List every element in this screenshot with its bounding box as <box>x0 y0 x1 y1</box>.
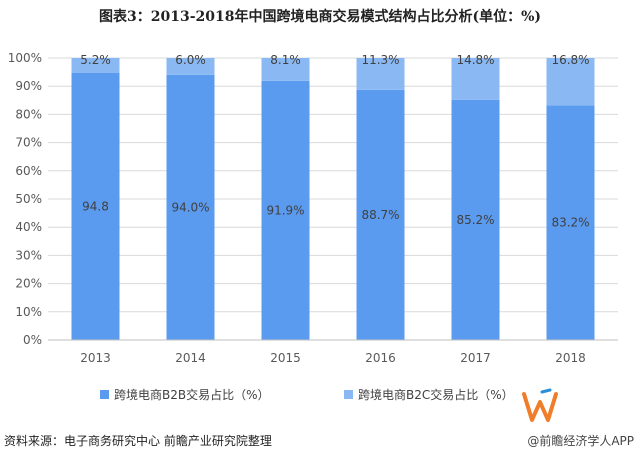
data-label-b2b: 94.0% <box>171 200 209 214</box>
bar-b2b <box>261 80 310 340</box>
legend-label: 跨境电商B2B交易占比（%） <box>114 387 270 402</box>
y-tick-label: 20% <box>15 277 42 291</box>
data-label-b2c: 11.3% <box>361 53 399 67</box>
bar-b2b <box>546 105 595 340</box>
y-tick-label: 100% <box>8 51 42 65</box>
x-tick-label: 2015 <box>270 351 301 365</box>
gridlines <box>48 57 618 313</box>
y-tick-label: 0% <box>23 333 42 347</box>
bar-b2c <box>261 58 310 81</box>
y-tick-label: 40% <box>15 220 42 234</box>
bar-b2c <box>71 58 120 73</box>
bar-b2b <box>451 99 500 341</box>
data-label-b2b: 94.8 <box>82 199 109 213</box>
x-tick-label: 2014 <box>175 351 206 365</box>
watermark-logo-icon <box>522 388 558 422</box>
data-labels: 94.8 5.2% 94.0% 6.0% 91.9% 8.1% 88.7% 11.3% 85.2… <box>80 53 589 230</box>
legend-label: 跨境电商B2C交易占比（%） <box>358 387 514 402</box>
y-tick-label: 80% <box>15 107 42 121</box>
x-axis: 2013 2014 2015 2016 2017 2018 <box>48 339 618 365</box>
brand-credit: @前瞻经济学人APP <box>527 434 634 448</box>
legend-swatch <box>344 390 353 399</box>
y-tick-label: 60% <box>15 164 42 178</box>
bars <box>71 58 595 341</box>
x-tick-label: 2013 <box>80 351 111 365</box>
bar-b2b <box>166 74 215 341</box>
bar-b2c <box>546 58 595 106</box>
y-tick-label: 90% <box>15 79 42 93</box>
data-label-b2b: 83.2% <box>551 216 589 230</box>
bar-b2c <box>166 58 215 75</box>
bar-b2c <box>451 58 500 100</box>
data-label-b2c: 6.0% <box>175 53 206 67</box>
legend-swatch <box>100 390 109 399</box>
source-note: 资料来源：电子商务研究中心 前瞻产业研究院整理 <box>4 434 272 448</box>
y-tick-label: 50% <box>15 192 42 206</box>
legend: 跨境电商B2B交易占比（%） 跨境电商B2C交易占比（%） <box>100 387 514 402</box>
y-tick-label: 70% <box>15 136 42 150</box>
chart-title: 图表3：2013-2018年中国跨境电商交易模式结构占比分析(单位：%) <box>98 9 542 25</box>
data-label-b2c: 16.8% <box>551 53 589 67</box>
data-label-b2c: 8.1% <box>270 53 301 67</box>
x-tick-label: 2016 <box>365 351 396 365</box>
data-label-b2b: 91.9% <box>266 203 304 217</box>
x-tick-label: 2018 <box>555 351 586 365</box>
bar-b2b <box>71 72 120 340</box>
y-tick-label: 30% <box>15 248 42 262</box>
bar-b2b <box>356 89 405 340</box>
data-label-b2b: 88.7% <box>361 208 399 222</box>
data-label-b2c: 5.2% <box>80 53 111 67</box>
x-tick-label: 2017 <box>460 351 491 365</box>
data-label-b2c: 14.8% <box>456 53 494 67</box>
y-axis: 0% 10% 20% 30% 40% 50% 60% 70% 80% 90% 100% <box>8 51 42 347</box>
y-tick-label: 10% <box>15 305 42 319</box>
data-label-b2b: 85.2% <box>456 213 494 227</box>
bar-b2c <box>356 58 405 90</box>
